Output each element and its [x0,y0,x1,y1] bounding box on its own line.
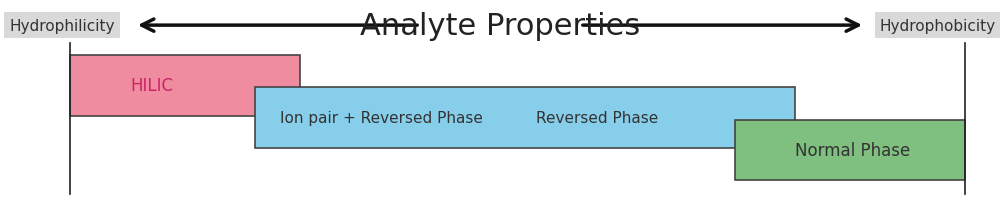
Bar [735,120,965,180]
Bar [255,88,795,148]
Text: Normal Phase: Normal Phase [795,141,910,159]
Text: Reversed Phase: Reversed Phase [536,111,658,125]
Text: Hydrophobicity: Hydrophobicity [880,19,996,33]
Text: Analyte Properties: Analyte Properties [360,12,640,40]
Text: Hydrophilicity: Hydrophilicity [9,19,115,33]
Text: Ion pair + Reversed Phase: Ion pair + Reversed Phase [280,111,483,125]
Text: HILIC: HILIC [130,77,173,95]
Bar [70,56,300,116]
